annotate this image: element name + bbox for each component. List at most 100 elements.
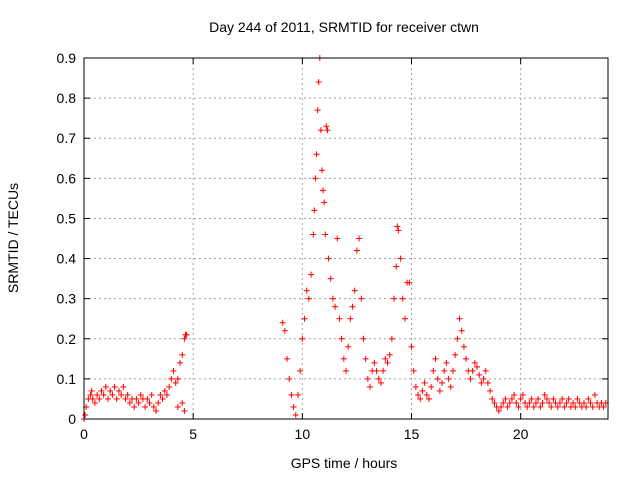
data-point [506, 399, 513, 406]
data-point [157, 391, 164, 398]
data-point [311, 207, 318, 214]
x-tick-label: 10 [295, 426, 311, 442]
data-point [449, 367, 456, 374]
data-point [454, 335, 461, 342]
data-point [327, 275, 334, 282]
data-point [384, 359, 391, 366]
data-point [364, 375, 371, 382]
data-point [484, 379, 491, 386]
data-point [600, 403, 607, 410]
data-point [397, 255, 404, 262]
data-point [288, 391, 295, 398]
data-point [321, 199, 328, 206]
data-point [313, 151, 320, 158]
data-point [436, 387, 443, 394]
data-point [320, 187, 327, 194]
x-tick-label: 20 [513, 426, 529, 442]
data-point [168, 375, 175, 382]
x-tick-labels: 0 5 10 15 20 [80, 426, 529, 442]
data-point [515, 403, 522, 410]
data-point [174, 403, 181, 410]
data-point [489, 395, 496, 402]
data-point [543, 395, 550, 402]
data-point [284, 355, 291, 362]
data-point [314, 107, 321, 114]
y-tick-label: 0.6 [57, 170, 77, 186]
data-point [561, 403, 568, 410]
data-point [430, 367, 437, 374]
data-point [96, 395, 103, 402]
data-point [425, 395, 432, 402]
data-point [563, 399, 570, 406]
data-point [279, 319, 286, 326]
data-point [107, 387, 114, 394]
data-point [423, 391, 430, 398]
data-point [556, 399, 563, 406]
data-point [146, 399, 153, 406]
data-point [487, 387, 494, 394]
data-point [517, 395, 524, 402]
data-point [434, 375, 441, 382]
data-point [340, 355, 347, 362]
data-point [303, 287, 310, 294]
data-point [118, 391, 125, 398]
data-point [537, 403, 544, 410]
y-tick-label: 0.5 [57, 210, 77, 226]
data-point [524, 403, 531, 410]
y-tick-label: 0.7 [57, 130, 77, 146]
data-point [338, 335, 345, 342]
data-point [150, 403, 157, 410]
data-point [410, 367, 417, 374]
y-tick-label: 0.8 [57, 90, 77, 106]
data-point [332, 303, 339, 310]
data-point [317, 127, 324, 134]
data-point [375, 375, 382, 382]
data-point [495, 407, 502, 414]
data-point [148, 391, 155, 398]
data-point [100, 391, 107, 398]
data-point [419, 387, 426, 394]
data-point [491, 399, 498, 406]
data-point [113, 395, 120, 402]
data-point [325, 255, 332, 262]
data-point [393, 263, 400, 270]
data-point [415, 391, 422, 398]
data-point [519, 391, 526, 398]
data-point [115, 387, 122, 394]
data-point [163, 391, 170, 398]
data-point [554, 403, 561, 410]
data-point [380, 367, 387, 374]
data-point [133, 395, 140, 402]
data-point [458, 327, 465, 334]
data-point [394, 223, 401, 230]
data-point [541, 391, 548, 398]
data-point [323, 123, 330, 130]
data-point [445, 375, 452, 382]
data-point [349, 303, 356, 310]
data-point [98, 387, 105, 394]
data-point [589, 403, 596, 410]
data-point [131, 403, 138, 410]
data-point [324, 127, 331, 134]
data-point [508, 395, 515, 402]
data-point [498, 403, 505, 410]
data-point [161, 387, 168, 394]
data-point [88, 387, 95, 394]
y-tick-labels: 0 0.1 0.2 0.3 0.4 0.5 0.6 0.7 0.8 0.9 [57, 50, 77, 427]
data-point [105, 395, 112, 402]
data-point [452, 351, 459, 358]
data-point [580, 399, 587, 406]
data-point [504, 403, 511, 410]
data-point [343, 367, 349, 374]
data-point [585, 395, 592, 402]
data-point [308, 271, 315, 278]
data-point [395, 227, 402, 234]
data-point [480, 375, 487, 382]
data-point [565, 395, 572, 402]
data-point [336, 315, 343, 322]
data-point [421, 379, 428, 386]
data-point [356, 235, 363, 242]
data-point [126, 399, 133, 406]
plot-frame [83, 57, 609, 420]
